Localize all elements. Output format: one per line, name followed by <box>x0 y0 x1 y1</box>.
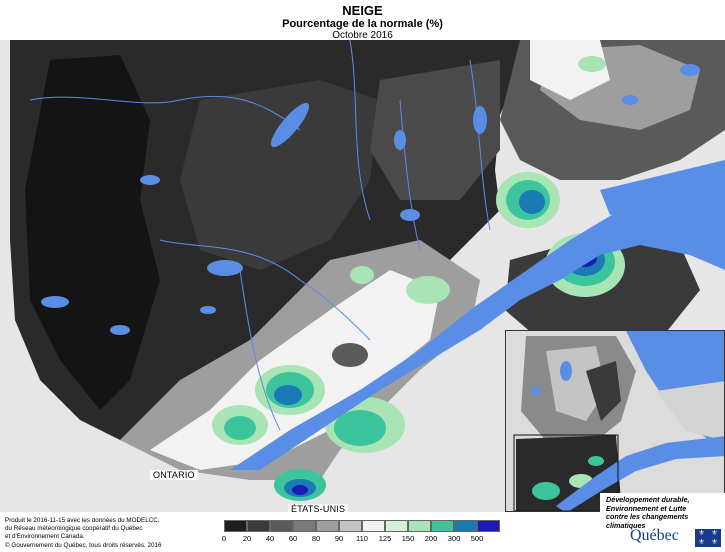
legend-label: 90 <box>334 534 344 543</box>
legend-swatch <box>477 520 500 532</box>
note-line-3: et d'Environnement Canada. <box>5 533 85 540</box>
legend-swatch <box>293 520 316 532</box>
legend: 0 20 40 60 80 90 110 125 150 200 300 500 <box>221 520 504 546</box>
inset-map <box>505 330 725 512</box>
ministry-brand: Développement durable, Environnement et … <box>600 493 725 552</box>
legend-label: 80 <box>311 534 321 543</box>
legend-swatch <box>270 520 293 532</box>
ministry-line-1: Développement durable, <box>606 495 690 504</box>
legend-swatch <box>408 520 431 532</box>
legend-label: 0 <box>221 534 227 543</box>
legend-swatch <box>431 520 454 532</box>
snow-map: ONTARIO ÉTATS-UNIS <box>0 40 725 512</box>
legend-swatch <box>316 520 339 532</box>
map-title: NEIGE <box>342 3 383 18</box>
map-subtitle: Pourcentage de la normale (%) <box>282 18 443 30</box>
label-usa: ÉTATS-UNIS <box>288 504 349 512</box>
legend-swatches <box>224 520 504 532</box>
legend-label: 125 <box>378 534 392 543</box>
legend-label: 110 <box>356 534 368 543</box>
label-ontario: ONTARIO <box>150 470 198 480</box>
ministry-line-3: contre les changements <box>606 512 689 521</box>
copyright: © Gouvernement du Québec, tous droits ré… <box>5 542 162 549</box>
map-header: NEIGE Pourcentage de la normale (%) Octo… <box>0 0 725 41</box>
inset-graphic <box>506 331 724 511</box>
legend-swatch <box>339 520 362 532</box>
note-line-2: du Réseau météorologique coopératif du Q… <box>5 525 143 532</box>
legend-label: 500 <box>470 534 484 543</box>
legend-label: 150 <box>401 534 415 543</box>
ministry-line-2: Environnement et Lutte <box>606 503 687 513</box>
note-line-1: Produit le 2016-11-15 avec les données d… <box>5 517 160 524</box>
quebec-flag-icon: ⚜ ⚜ ⚜ ⚜ <box>695 529 721 547</box>
legend-swatch <box>454 520 477 532</box>
production-note: Produit le 2016-11-15 avec les données d… <box>5 517 205 541</box>
legend-label: 200 <box>424 534 438 543</box>
ministry-name: Développement durable, Environnement et … <box>606 495 690 530</box>
legend-label: 20 <box>242 534 252 543</box>
legend-swatch <box>362 520 385 532</box>
map-period: Octobre 2016 <box>332 30 393 41</box>
legend-labels: 0 20 40 60 80 90 110 125 150 200 300 500 <box>221 534 504 546</box>
legend-swatch <box>385 520 408 532</box>
map-graphic <box>0 40 725 512</box>
legend-label: 300 <box>447 534 461 543</box>
ministry-line-4: climatiques <box>606 520 646 530</box>
legend-label: 40 <box>265 534 275 543</box>
legend-label: 60 <box>288 534 298 543</box>
legend-swatch <box>247 520 270 532</box>
quebec-wordmark: Québec <box>630 527 679 544</box>
legend-swatch <box>224 520 247 532</box>
